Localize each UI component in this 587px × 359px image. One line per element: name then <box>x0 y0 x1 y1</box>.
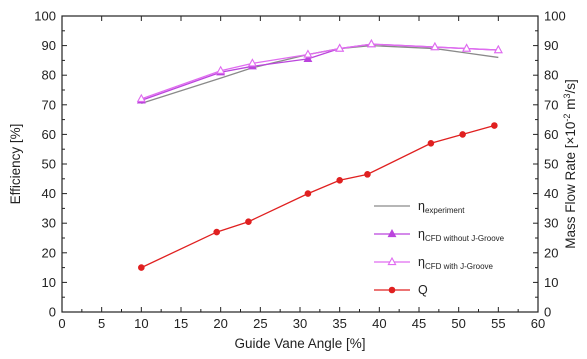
x-tick-label: 0 <box>58 316 65 331</box>
legend-label-main: Q <box>418 283 428 297</box>
legend-entry: Q <box>374 283 428 297</box>
y-tick-label-right: 50 <box>544 157 558 172</box>
y-axis-title-right-prefix: Mass Flow Rate [×10 <box>563 122 578 249</box>
x-tick-label: 20 <box>213 316 227 331</box>
series-1 <box>136 39 503 104</box>
legend-label-sub: experiment <box>425 206 465 215</box>
legend-label-sub: CFD with J-Groove <box>425 262 494 271</box>
x-tick-label: 55 <box>491 316 505 331</box>
series-2 <box>136 38 503 103</box>
data-point <box>364 171 371 178</box>
x-tick-label: 5 <box>98 316 105 331</box>
series-0 <box>141 44 499 104</box>
legend-marker <box>387 228 397 238</box>
legend-entry: ηCFD without J-Groove <box>374 227 505 243</box>
data-point <box>430 41 440 51</box>
data-point <box>491 122 498 129</box>
data-point <box>336 176 343 184</box>
y-tick-label-left: 30 <box>42 216 56 231</box>
y-tick-label-left: 60 <box>42 127 56 142</box>
data-point <box>427 139 435 147</box>
data-point <box>366 38 376 48</box>
data-point <box>335 43 345 52</box>
y-tick-label-right: 40 <box>544 186 558 201</box>
legend-label: ηCFD with J-Groove <box>418 255 494 271</box>
x-tick-label: 60 <box>531 316 545 331</box>
x-tick-label: 30 <box>293 316 307 331</box>
y-axis-title-left: Efficiency [%] <box>8 124 23 205</box>
data-point <box>216 65 226 74</box>
x-tick-label: 35 <box>332 316 346 331</box>
x-tick-label: 50 <box>451 316 465 331</box>
y-axis-title-right-suffix: /s] <box>563 79 578 93</box>
y-axis-title-right-exp2: 3 <box>562 94 572 99</box>
x-tick-label: 40 <box>372 316 386 331</box>
y-axis-title-right: Mass Flow Rate [×10-2 m3/s] <box>562 79 578 248</box>
legend-label-main: η <box>418 227 425 241</box>
x-axis-title: Guide Vane Angle [%] <box>234 336 365 351</box>
y-tick-label-left: 80 <box>42 68 56 83</box>
y-tick-label-right: 100 <box>544 9 566 24</box>
data-point <box>213 228 220 236</box>
data-point <box>304 190 312 197</box>
y-tick-label-left: 50 <box>42 157 56 172</box>
y-tick-label-left: 70 <box>42 97 56 112</box>
x-tick-label: 15 <box>174 316 188 331</box>
y-tick-label-right: 80 <box>544 68 558 83</box>
y-tick-label-right: 30 <box>544 216 558 231</box>
legend-label-main: η <box>418 255 425 269</box>
legend-entry: ηexperiment <box>374 199 465 215</box>
series-3 <box>138 122 498 271</box>
y-axis-title-right-mid: m <box>563 99 578 114</box>
y-tick-label-left: 100 <box>34 9 56 24</box>
y-tick-label-left: 20 <box>42 245 56 260</box>
y-tick-label-right: 0 <box>544 305 551 320</box>
data-point <box>462 43 472 52</box>
y-tick-label-right: 70 <box>544 97 558 112</box>
series-line <box>141 44 499 104</box>
data-point <box>136 93 146 103</box>
y-tick-label-right: 60 <box>544 127 558 142</box>
legend-marker <box>388 286 396 294</box>
y-tick-label-left: 40 <box>42 186 56 201</box>
data-point <box>303 49 313 58</box>
y-tick-label-right: 10 <box>544 275 558 290</box>
data-point <box>245 218 252 226</box>
series-line <box>141 124 495 269</box>
legend-label: ηexperiment <box>418 199 465 215</box>
y-tick-label-left: 90 <box>42 38 56 53</box>
x-tick-label: 10 <box>134 316 148 331</box>
x-tick-label: 25 <box>253 316 267 331</box>
y-axis-title-right-exp1: -2 <box>562 114 572 122</box>
data-point <box>247 58 257 67</box>
series-line <box>141 43 499 100</box>
data-point <box>459 131 466 138</box>
legend-label-sub: CFD without J-Groove <box>425 234 505 243</box>
y-tick-label-right: 90 <box>544 38 558 53</box>
y-tick-label-right: 20 <box>544 245 558 260</box>
y-tick-label-left: 10 <box>42 275 56 290</box>
legend-label: Q <box>418 283 428 297</box>
data-point <box>138 264 145 271</box>
x-tick-label: 45 <box>412 316 426 331</box>
legend-marker <box>387 256 397 266</box>
legend-entry: ηCFD with J-Groove <box>374 255 494 271</box>
y-tick-label-left: 0 <box>49 305 56 320</box>
legend-label-main: η <box>418 199 425 213</box>
legend-label: ηCFD without J-Groove <box>418 227 505 243</box>
data-point <box>303 53 313 63</box>
data-point <box>493 44 503 54</box>
